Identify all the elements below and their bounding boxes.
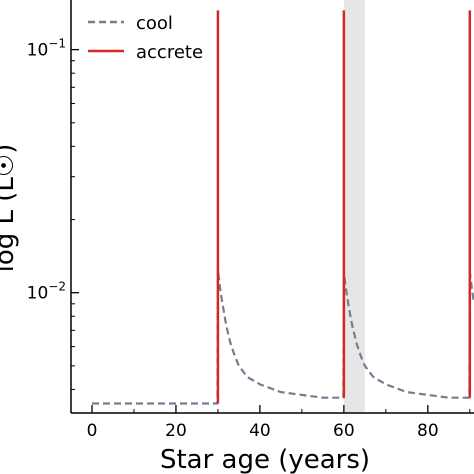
legend-label-accrete: accrete [136, 42, 203, 63]
shaded-band-layer [343, 0, 365, 413]
x-tick-label-80: 80 [417, 421, 439, 441]
x-tick-label-40: 40 [249, 421, 271, 441]
accrete-series-layer [216, 10, 472, 404]
tick-labels: 0 20 40 60 80 10−2 10−1 [27, 37, 439, 441]
series-line-cool [92, 268, 474, 405]
cool-series-layer [92, 268, 474, 405]
legend: cool accrete [88, 13, 203, 63]
y-tick-label-2: 10−1 [27, 37, 66, 61]
x-axis-label: Star age (years) [160, 445, 370, 474]
x-tick-label-20: 20 [165, 421, 187, 441]
x-tick-label-0: 0 [87, 421, 98, 441]
tick-marks [71, 48, 471, 413]
legend-label-cool: cool [136, 13, 173, 34]
x-tick-label-60: 60 [333, 421, 355, 441]
y-tick-label-1: 10−2 [27, 280, 66, 304]
shaded-band [343, 0, 365, 413]
axes-frame [70, 0, 474, 414]
y-axis-label: log L (L☉) [0, 144, 20, 273]
